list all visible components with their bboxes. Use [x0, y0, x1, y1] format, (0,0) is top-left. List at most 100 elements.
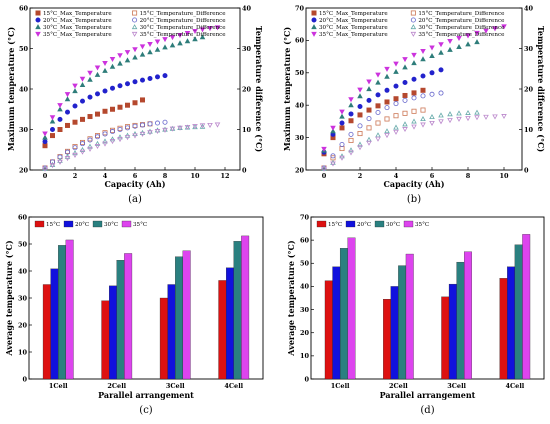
bar — [175, 256, 184, 380]
data-point — [207, 122, 213, 128]
data-point — [447, 118, 453, 124]
data-point — [420, 116, 426, 122]
y2-tick-label: 40 — [242, 4, 252, 12]
data-point — [192, 29, 198, 35]
data-point — [132, 100, 138, 106]
data-point — [366, 125, 372, 131]
data-point — [330, 125, 336, 131]
data-point — [102, 67, 108, 73]
bar — [182, 250, 191, 380]
series-8 — [321, 114, 507, 172]
category-label: 3Cell — [447, 382, 466, 390]
data-point — [199, 34, 206, 40]
series-7 — [42, 123, 206, 171]
y2-tick-label: 10 — [524, 126, 534, 134]
data-point — [420, 73, 426, 79]
legend-label: 20°C — [357, 222, 371, 228]
legend-label: 35°C_Max_Temperature — [319, 32, 388, 38]
y-tick-label: 30 — [295, 134, 305, 142]
legend-label: 35°C_Temperature_Difference — [140, 32, 227, 38]
bar — [241, 235, 250, 380]
y2-tick-label: 20 — [242, 85, 252, 93]
data-point — [49, 163, 56, 169]
data-point — [147, 41, 153, 47]
legend-marker — [131, 24, 138, 30]
data-point — [438, 67, 444, 73]
data-point — [95, 91, 101, 97]
data-point — [154, 129, 161, 135]
data-point — [192, 124, 198, 130]
data-point — [402, 97, 408, 103]
data-point — [162, 127, 168, 133]
bar — [514, 244, 523, 380]
y-tick-label: 50 — [18, 240, 28, 248]
data-point — [124, 50, 131, 56]
data-point — [102, 88, 108, 94]
data-point — [384, 87, 390, 93]
x-axis-label: Capacity (Ah) — [384, 179, 445, 189]
y-axis-label: Average temperature (°C) — [286, 240, 296, 357]
legend-label: 15°C_Max_Temperature — [43, 11, 112, 17]
legend-swatch — [121, 220, 132, 228]
data-point — [366, 136, 372, 142]
data-point — [199, 27, 206, 33]
legend-label: 15°C — [46, 222, 60, 228]
bar — [42, 284, 51, 380]
data-point — [132, 47, 138, 53]
series-7 — [321, 109, 480, 171]
data-point — [102, 138, 108, 144]
data-point — [501, 114, 507, 120]
category-label: 3Cell — [166, 382, 185, 390]
data-point — [411, 108, 417, 114]
data-point — [429, 114, 435, 120]
data-point — [456, 116, 462, 122]
y-tick-label: 60 — [295, 37, 305, 45]
data-point — [124, 135, 131, 141]
panel-label: (a) — [128, 194, 142, 205]
data-point — [384, 66, 390, 72]
data-point — [154, 39, 161, 45]
data-point — [456, 110, 462, 116]
plot-frame — [310, 216, 545, 380]
scatter-panel-1: 0 2 4 6 8 10 12 20 30 40 50 60 0 10 20 30 40 Capacity (Ah… — [6, 4, 264, 205]
data-point — [357, 112, 363, 118]
series-8 — [42, 122, 221, 172]
data-point — [465, 116, 471, 122]
bar — [218, 280, 227, 380]
data-point — [339, 113, 345, 119]
x-tick-label: 12 — [220, 172, 229, 180]
legend: 15°C_Max_Temperature20°C_Max_Temperature… — [311, 10, 505, 38]
x-axis-label: Parallel arrangement — [98, 390, 194, 400]
data-point — [411, 118, 417, 124]
x-tick-label: 6 — [430, 172, 435, 180]
data-point — [357, 131, 363, 137]
data-point — [50, 133, 56, 139]
data-point — [94, 144, 101, 150]
series-2 — [42, 73, 168, 145]
data-point — [169, 42, 176, 48]
series-4 — [321, 24, 507, 152]
data-point — [465, 41, 471, 47]
y2-tick-label: 0 — [242, 166, 247, 174]
y-tick-label: 20 — [300, 329, 310, 337]
data-point — [109, 136, 116, 142]
data-point — [184, 31, 191, 37]
y-tick-label: 50 — [295, 69, 305, 77]
data-point — [169, 35, 176, 41]
data-point — [57, 159, 63, 165]
panel-label: (c) — [139, 405, 153, 416]
data-point — [139, 122, 145, 128]
data-point — [125, 102, 131, 108]
x-tick-label: 0 — [43, 172, 48, 180]
data-point — [402, 57, 408, 63]
data-point — [402, 110, 408, 116]
series-2 — [321, 67, 444, 155]
bar — [456, 261, 465, 380]
y-tick-label: 70 — [295, 4, 305, 12]
data-point — [402, 80, 408, 86]
data-point — [124, 57, 131, 63]
data-point — [465, 109, 471, 115]
bar-panel-4: 0 10 20 30 40 50 60 70 1Cell 2Cell 3Cell 4Cell Paral… — [286, 213, 545, 416]
y2-axis-label: Temperature difference (°C) — [254, 26, 264, 153]
y-tick-label: 20 — [295, 166, 305, 174]
